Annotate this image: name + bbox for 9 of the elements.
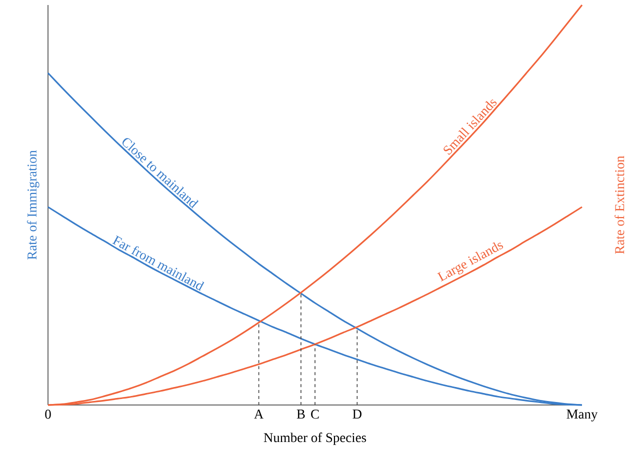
x-tick-label: B (296, 410, 305, 419)
x-tick-label: D (352, 410, 362, 419)
y2-axis-title: Rate of Extinction (614, 156, 624, 254)
x-tick-label: Many (566, 410, 598, 422)
x-tick-label: A (254, 410, 264, 419)
x-tick-label: C (311, 410, 319, 419)
y-axis-title: Rate of Immigration (26, 150, 40, 260)
x-axis-title: Number of Species (264, 432, 366, 445)
x-tick-label: 0 (45, 410, 51, 419)
